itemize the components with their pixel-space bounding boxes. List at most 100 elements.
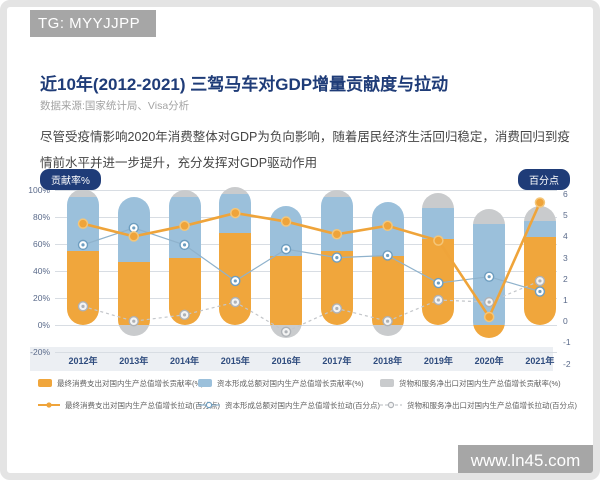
data-point-dot (81, 243, 85, 247)
gridline (55, 271, 557, 272)
chart-title: 近10年(2012-2021) 三驾马车对GDP增量贡献度与拉动 (40, 75, 449, 94)
right-axis-tick: 5 (563, 210, 568, 221)
data-source-note: 数据来源:国家统计局、Visa分析 (40, 100, 190, 112)
legend-item-bar: 资本形成总额对国内生产总值增长贡献率(%) (198, 377, 364, 389)
bar-segment (422, 192, 455, 208)
legend-swatch (198, 379, 212, 387)
gridline (55, 217, 557, 218)
bar-segment (320, 190, 353, 197)
left-axis-tick: 100% (28, 185, 50, 195)
legend-label: 资本形成总额对国内生产总值增长贡献率(%) (217, 378, 364, 388)
legend-line-marker (38, 402, 60, 408)
data-point-dot (182, 243, 187, 247)
data-point-dot (81, 304, 85, 308)
legend-line-marker (198, 401, 220, 409)
legend-label: 最终消费支出对国内生产总值增长贡献率(%) (57, 378, 204, 388)
line-capital-pull (77, 222, 546, 297)
bar-segment (523, 221, 556, 238)
bar-segment (371, 256, 404, 325)
x-axis-band (30, 347, 553, 371)
gridline (55, 190, 557, 191)
data-point-dot (335, 256, 339, 260)
left-axis-tick: 0% (37, 320, 50, 330)
legend-label: 最终消费支出对国内生产总值增长拉动(百分点) (65, 400, 220, 410)
bar-segment (320, 196, 353, 251)
data-point (483, 311, 495, 323)
x-axis-label: 2013年 (119, 356, 149, 366)
x-axis-label: 2012年 (68, 356, 98, 366)
legend-label: 货物和服务净出口对国内生产总值增长拉动(百分点) (407, 400, 577, 410)
x-axis-label: 2014年 (170, 356, 200, 366)
right-axis-tick: 6 (563, 189, 568, 199)
legend-item-bar: 最终消费支出对国内生产总值增长贡献率(%) (38, 377, 204, 389)
data-point-dot (335, 306, 339, 311)
chart-description: 尽管受疫情影响2020年消费整体对GDP为负向影响，随着居民经济生活回归稳定，消… (40, 130, 570, 170)
left-axis-tick: 20% (32, 293, 50, 303)
x-axis-label: 2018年 (373, 356, 403, 366)
legend-line-marker (380, 401, 402, 409)
data-point (280, 216, 292, 227)
x-axis-label: 2021年 (525, 356, 555, 366)
watermark-top-text: TG: MYYJJPP (38, 15, 141, 32)
bar-segment (473, 208, 506, 224)
data-point-dot (487, 275, 491, 279)
left-axis-tick: 60% (32, 239, 50, 249)
data-point-dot (132, 319, 136, 323)
data-point-dot (436, 281, 440, 285)
bar-segment (117, 261, 150, 325)
data-point-dot (538, 289, 542, 294)
right-axis-tick: 3 (563, 252, 568, 263)
bar-segment (270, 256, 303, 325)
left-axis-tick: -20% (30, 347, 50, 357)
right-axis-tick: 1 (563, 295, 568, 305)
left-axis-tick: 40% (32, 266, 50, 276)
line-consumption-pull (77, 197, 546, 323)
line-overlay (77, 197, 546, 338)
bar-segment (523, 206, 556, 222)
data-point-dot (233, 300, 237, 304)
right-axis-tick: -2 (563, 358, 571, 369)
bar-segment (117, 325, 150, 336)
bar-2021年 (523, 206, 556, 325)
legend-label: 货物和服务净出口对国内生产总值增长贡献率(%) (399, 378, 561, 388)
x-axis-label: 2020年 (474, 356, 504, 366)
legend-item-line: 最终消费支出对国内生产总值增长拉动(百分点) (38, 399, 220, 411)
right-axis-tick: 4 (563, 231, 568, 242)
data-point-dot (487, 300, 491, 304)
bar-segment (371, 324, 404, 336)
data-point-dot (284, 247, 288, 251)
plot-area (55, 187, 560, 370)
watermark-top-badge: TG: MYYJJPP (30, 10, 156, 37)
data-point-dot (436, 298, 440, 302)
data-point (128, 231, 140, 242)
x-axis-label: 2015年 (220, 356, 250, 366)
gridline (55, 325, 557, 326)
data-point-dot (538, 279, 542, 283)
data-point (331, 229, 343, 240)
bar-2017年 (320, 190, 353, 325)
x-axis-label: 2017年 (322, 356, 352, 366)
left-axis-tick: 80% (32, 212, 50, 222)
legend-item-bar: 货物和服务净出口对国内生产总值增长贡献率(%) (380, 377, 561, 389)
line-net-export-pull (77, 275, 546, 338)
data-point-dot (182, 313, 187, 317)
gridline (55, 298, 557, 299)
bar-segment (422, 207, 455, 239)
left-axis-unit-badge: 贡献率% (40, 169, 101, 190)
legend-item-line: 资本形成总额对国内生产总值增长拉动(百分点) (198, 399, 380, 411)
gridline (55, 352, 557, 353)
bar-segment (219, 187, 252, 195)
bar-segment (67, 188, 99, 197)
x-axis-label: 2019年 (423, 356, 453, 366)
legend-swatch (380, 379, 394, 387)
data-point-dot (386, 253, 390, 258)
x-axis-label: 2016年 (271, 356, 301, 366)
bar-segment (473, 324, 506, 339)
data-point-dot (284, 330, 288, 334)
bar-segment (168, 190, 201, 197)
data-point (534, 197, 546, 208)
watermark-bottom-text: www.ln45.com (470, 450, 581, 470)
right-axis-unit-badge: 百分点 (518, 169, 570, 190)
data-point (230, 207, 241, 219)
